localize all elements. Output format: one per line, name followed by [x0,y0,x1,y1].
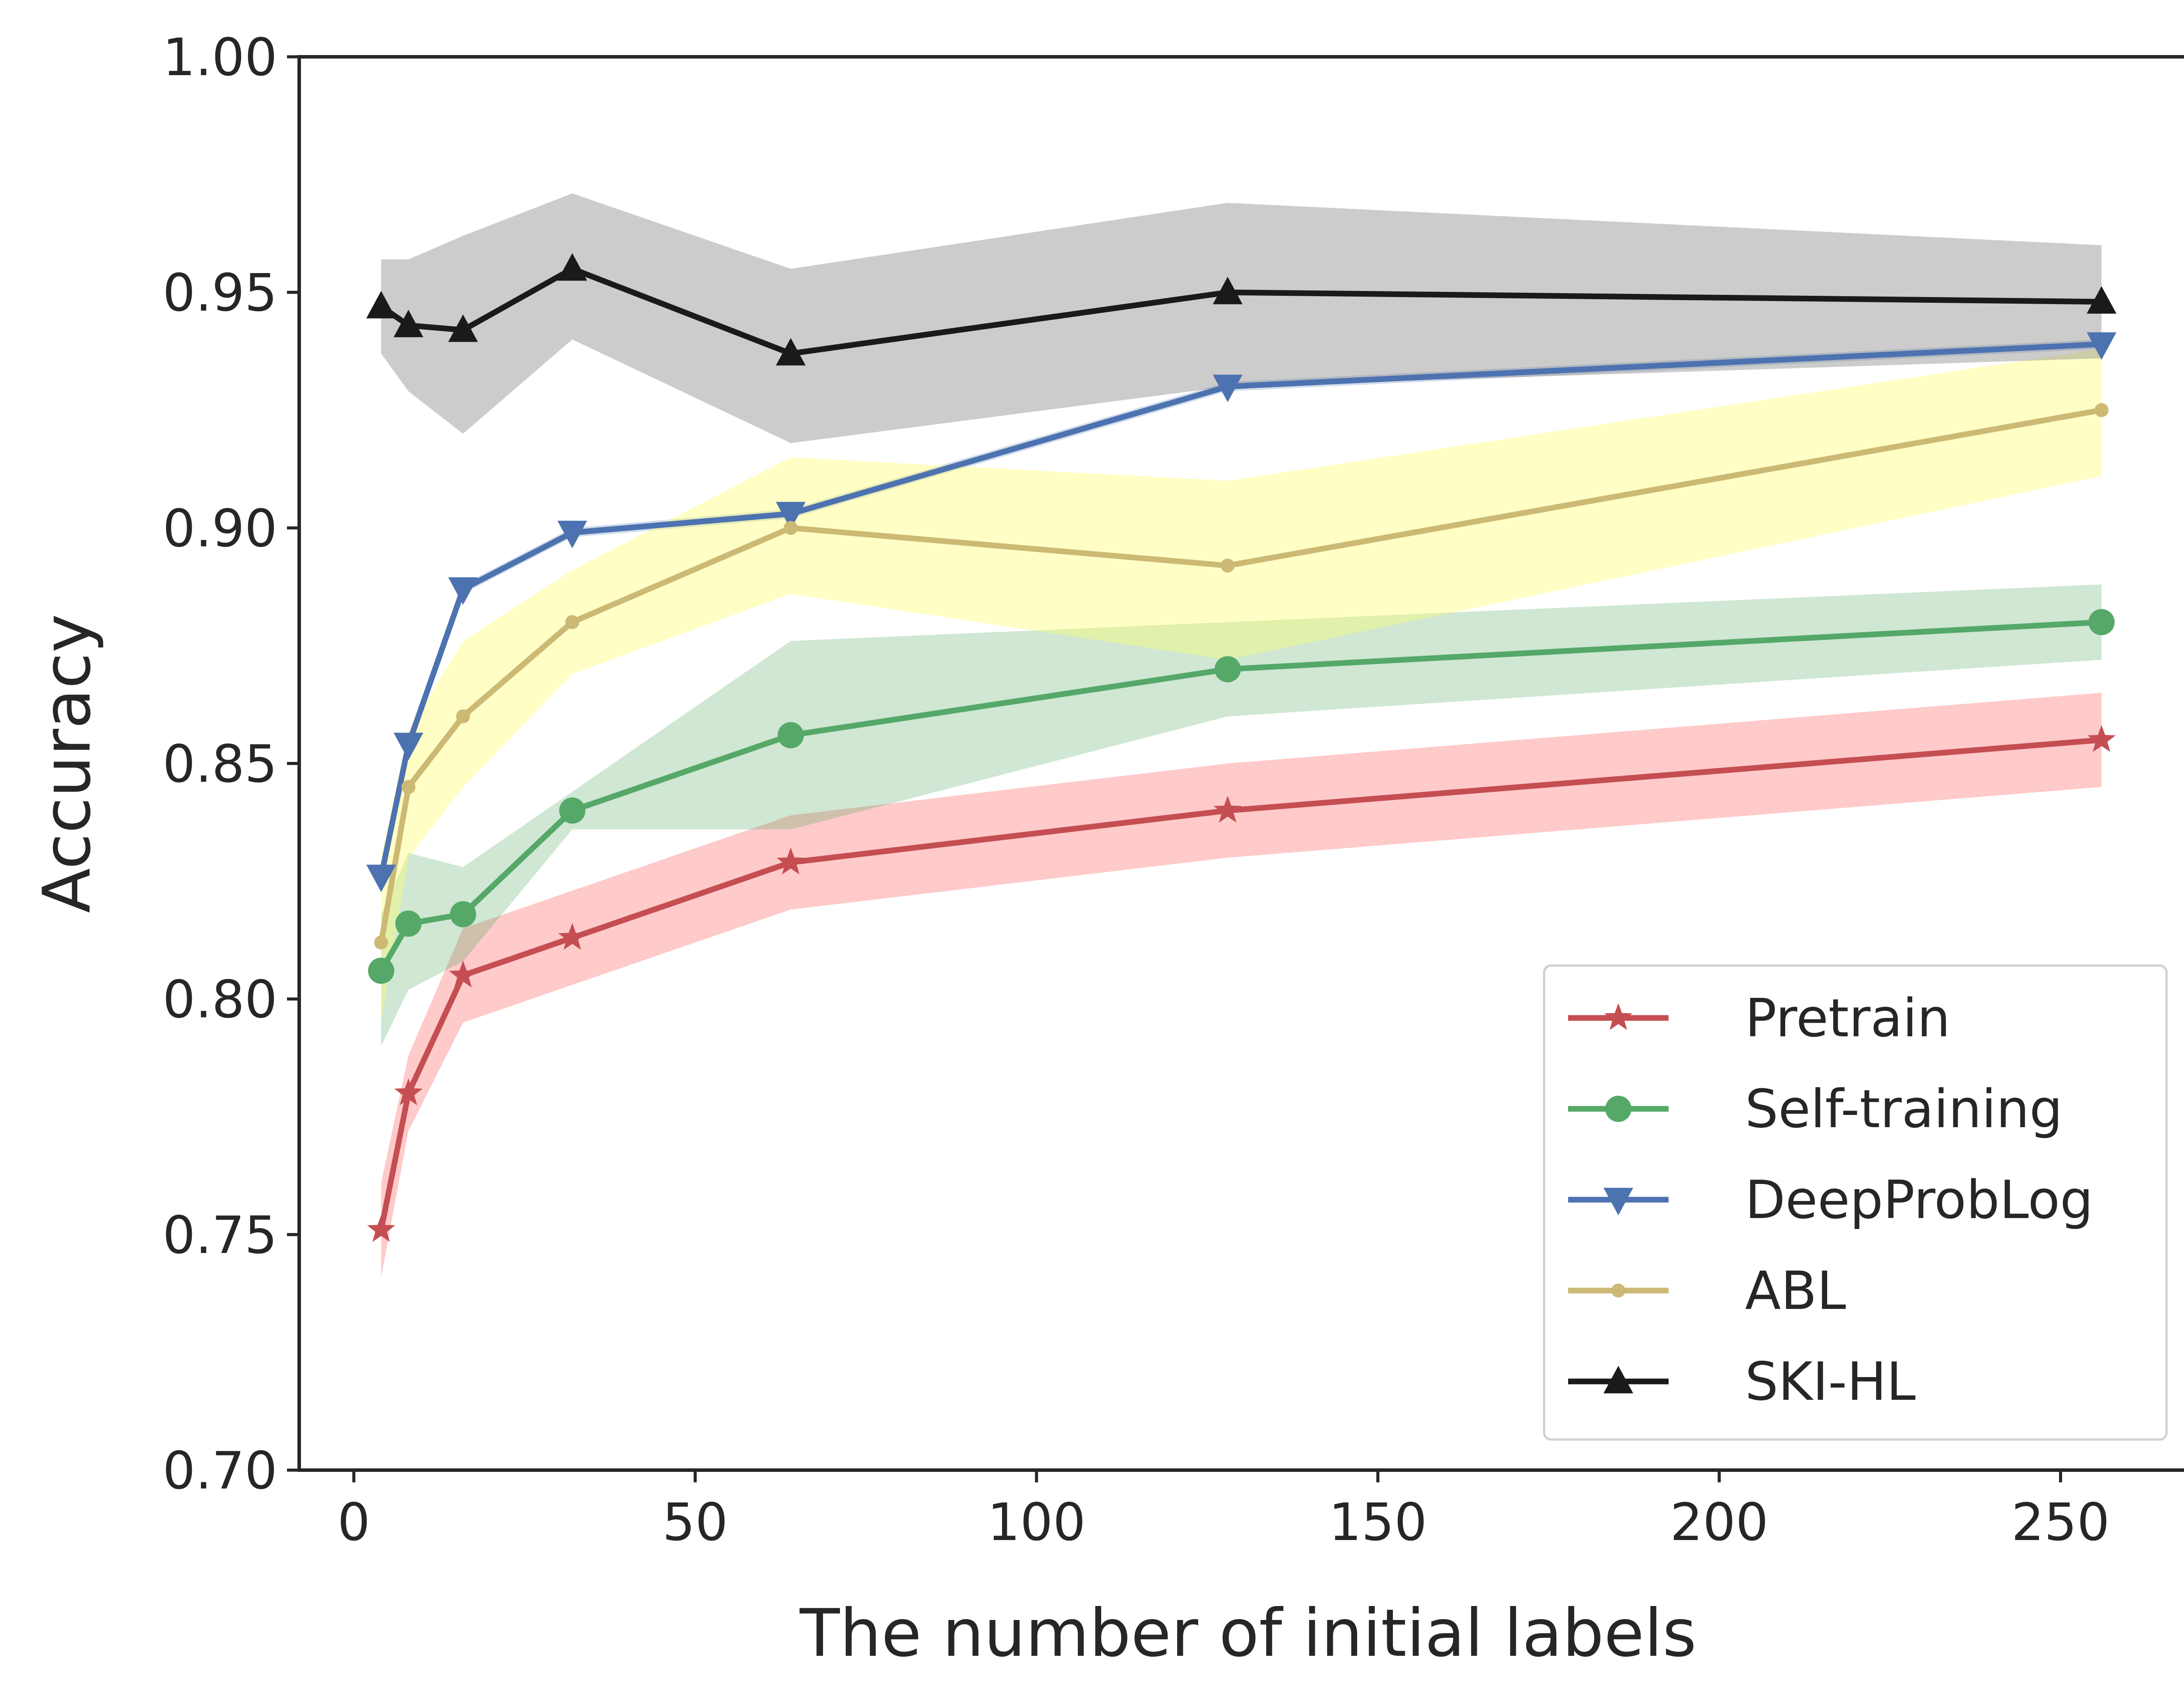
point-pretrain [558,923,587,950]
point-ski-hl [394,309,424,337]
x-tick-label: 100 [987,1492,1085,1552]
point-ski-hl [1213,277,1243,305]
x-tick-label: 50 [662,1492,728,1552]
y-axis: 0.70 0.75 0.80 0.85 0.90 0.95 1.00 [162,27,299,1501]
band-abl [381,349,2102,1023]
legend-marker [1604,1003,1633,1030]
point-deepproblog [776,502,806,530]
point-self-training [395,910,422,937]
x-tick-label: 0 [337,1492,370,1552]
y-tick-label: 0.95 [162,263,277,323]
legend-box [1543,964,2168,1441]
legend: Pretrain Self-training DeepProbLog ABL SKI-H… [1543,964,2168,1441]
point-abl [2094,403,2109,417]
point-deepproblog [394,733,424,761]
point-ski-hl [366,291,396,318]
point-pretrain [777,848,805,875]
legend-marker [1605,1096,1631,1122]
y-tick-label: 0.90 [162,498,277,558]
band-ski-hl [381,193,2102,443]
series-markers [366,253,2117,1242]
x-tick-label: 200 [1670,1492,1768,1552]
y-tick-label: 0.85 [162,734,277,794]
point-abl [784,521,798,535]
point-deepproblog [1213,374,1243,402]
y-axis-title: Accuracy [29,614,105,913]
legend-label: Pretrain [1745,988,1950,1049]
point-self-training [2088,609,2115,635]
point-ski-hl [557,253,587,281]
legend-item-deepproblog: DeepProbLog [1568,1170,2093,1231]
point-deepproblog [448,577,478,605]
legend-marker [1611,1284,1625,1298]
band-pretrain [381,692,2102,1277]
legend-label: Self-training [1745,1079,2063,1140]
point-abl [565,615,580,629]
point-self-training [778,722,804,748]
point-abl [401,780,416,794]
legend-item-ski-hl: SKI-HL [1568,1352,1916,1412]
x-axis-title: The number of initial labels [799,1596,1697,1672]
x-tick-label: 250 [2011,1492,2110,1552]
band-self-training [381,584,2102,1046]
legend-label: SKI-HL [1745,1352,1916,1412]
y-tick-label: 0.75 [162,1205,277,1265]
point-self-training [450,901,477,928]
y-tick-label: 1.00 [162,27,277,87]
legend-marker [1603,1366,1633,1394]
point-abl [1220,558,1235,573]
point-abl [456,709,470,723]
point-pretrain [394,1078,423,1105]
legend-item-self-training: Self-training [1568,1079,2063,1140]
x-tick-label: 150 [1329,1492,1427,1552]
legend-label: ABL [1745,1261,1846,1322]
point-deepproblog [2087,332,2117,360]
point-deepproblog [366,865,396,892]
point-ski-hl [2087,286,2117,314]
point-ski-hl [448,314,478,342]
point-pretrain [367,1215,395,1242]
confidence-bands [381,193,2102,1277]
point-deepproblog [557,520,587,548]
point-self-training [368,957,394,984]
legend-label: DeepProbLog [1745,1170,2093,1231]
point-pretrain [2087,725,2116,752]
legend-item-pretrain: Pretrain [1568,988,1950,1049]
point-ski-hl [776,338,806,366]
point-self-training [559,797,586,824]
legend-item-abl: ABL [1568,1261,1846,1322]
legend-marker [1603,1187,1633,1215]
point-self-training [1214,656,1241,682]
point-abl [374,935,388,950]
y-tick-label: 0.80 [162,969,277,1030]
x-axis: 0 50 100 150 200 250 [337,1470,2110,1552]
y-tick-label: 0.70 [162,1440,277,1501]
point-pretrain [449,960,477,988]
point-pretrain [1213,796,1242,823]
